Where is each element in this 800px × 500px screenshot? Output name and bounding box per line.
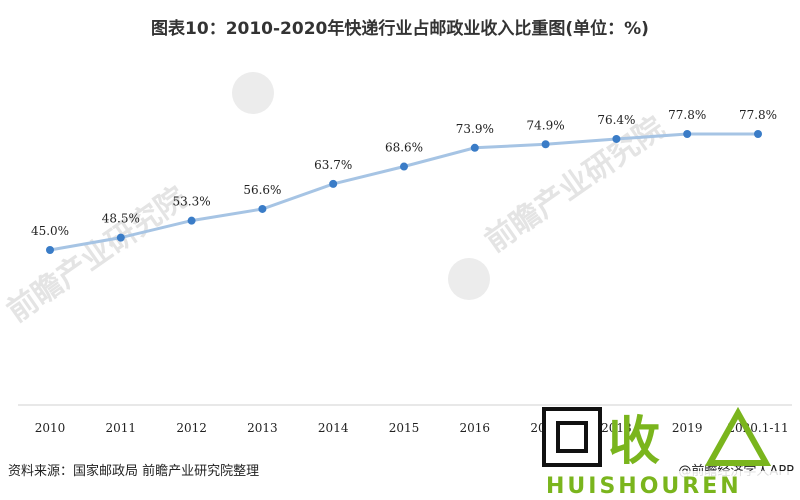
x-tick-label: 2015 (389, 421, 420, 435)
data-point (683, 130, 692, 138)
x-tick-label: 2017 (530, 421, 561, 435)
data-label: 48.5% (102, 212, 140, 226)
data-point (612, 134, 621, 143)
data-label: 56.6% (243, 183, 281, 197)
data-point (400, 162, 408, 171)
data-point (754, 130, 762, 138)
x-tick-label: 2010 (35, 421, 66, 435)
x-tick-layer: 2010 2011 2012 2013 2014 2015 2016 2017 2018 2019… (35, 421, 789, 435)
data-label: 63.7% (314, 158, 352, 172)
data-point (116, 233, 125, 242)
data-label: 68.6% (385, 141, 423, 155)
data-point (258, 204, 267, 213)
data-point (541, 140, 550, 149)
x-tick-label: 2011 (106, 421, 137, 435)
data-point (329, 179, 338, 188)
x-tick-label: 2012 (176, 421, 207, 435)
chart-title: 图表10：2010-2020年快递行业占邮政业收入比重图(单位：%) (151, 19, 649, 39)
data-point (46, 246, 54, 254)
data-point (187, 216, 196, 225)
x-tick-label: 2020.1-11 (727, 421, 788, 435)
x-tick-label: 2013 (247, 421, 278, 435)
data-label-layer: 45.0% 48.5% 53.3% 56.6% 63.7% 68.6% 73.9% 74.9%… (31, 108, 777, 238)
data-label: 77.8% (739, 108, 777, 122)
data-label: 45.0% (31, 224, 69, 238)
data-label: 74.9% (527, 118, 565, 132)
x-tick-label: 2018 (601, 421, 632, 435)
x-tick-label: 2016 (460, 421, 491, 435)
x-tick-label: 2014 (318, 421, 349, 435)
series-layer (46, 130, 762, 254)
source-note: 资料来源：国家邮政局 前瞻产业研究院整理 (8, 464, 260, 479)
data-point (470, 143, 479, 152)
x-tick-label: 2019 (672, 421, 703, 435)
credit-note: @前瞻经济学人APP (678, 464, 794, 479)
data-label: 76.4% (597, 113, 635, 127)
data-label: 53.3% (173, 195, 211, 209)
data-label: 77.8% (668, 108, 706, 122)
data-label: 73.9% (456, 122, 494, 136)
